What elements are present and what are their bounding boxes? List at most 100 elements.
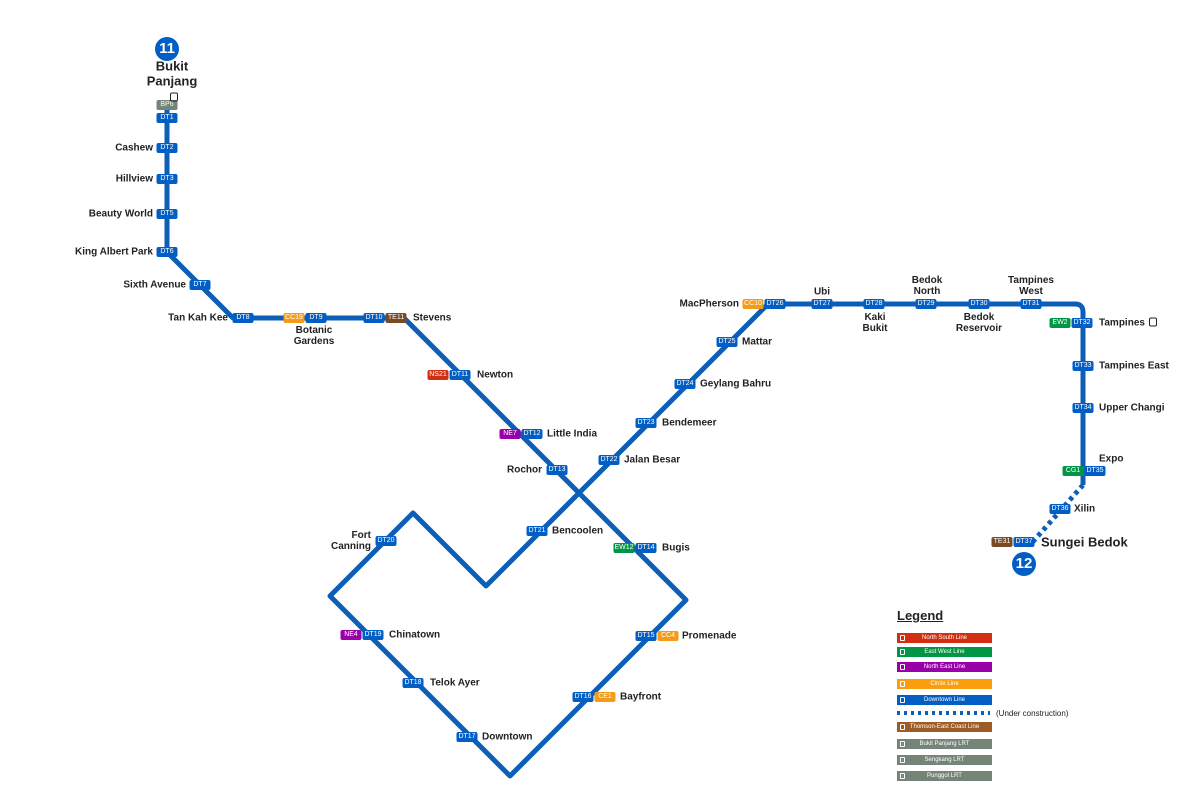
station-code: DT25 bbox=[716, 337, 738, 347]
station-code: DT11 bbox=[449, 370, 471, 380]
station-name: Botanic Gardens bbox=[293, 325, 335, 347]
legend-title: Legend bbox=[897, 608, 944, 623]
station-code: DT5 bbox=[156, 209, 178, 219]
station-code: CC4 bbox=[657, 631, 679, 641]
station-code: TE11 bbox=[385, 313, 407, 323]
station-name: Bugis bbox=[662, 542, 690, 554]
train-icon bbox=[900, 681, 905, 687]
station-code: DT6 bbox=[156, 247, 178, 257]
station-code: DT34 bbox=[1072, 403, 1094, 413]
station-name: Bukit Panjang bbox=[146, 59, 198, 104]
station-code: DT24 bbox=[674, 379, 696, 389]
station-code: CC19 bbox=[283, 313, 305, 323]
station-name: MacPherson bbox=[679, 298, 739, 310]
station-name: Tan Kah Kee bbox=[168, 312, 228, 324]
station-code: DT15 bbox=[635, 631, 657, 641]
station-code: DT30 bbox=[968, 299, 990, 309]
station-code: BP6 bbox=[156, 100, 178, 110]
station-code: DT18 bbox=[402, 678, 424, 688]
train-icon bbox=[900, 635, 905, 641]
station-name: Upper Changi bbox=[1099, 402, 1165, 414]
station-name: Stevens bbox=[413, 312, 452, 324]
station-code: DT13 bbox=[546, 465, 568, 475]
train-icon bbox=[900, 773, 905, 779]
station-name: Bendemeer bbox=[662, 417, 717, 429]
station-name: Little India bbox=[547, 428, 597, 440]
legend-item: North East Line bbox=[897, 662, 992, 672]
station-code: DT31 bbox=[1020, 299, 1042, 309]
station-name: Sungei Bedok bbox=[1041, 534, 1128, 550]
station-name: Cashew bbox=[115, 142, 153, 154]
legend-item: Bukit Panjang LRT bbox=[897, 739, 992, 749]
station-code: CE1 bbox=[594, 692, 616, 702]
station-code: EW2 bbox=[1049, 318, 1071, 328]
station-code: NE7 bbox=[499, 429, 521, 439]
station-name: Expo bbox=[1099, 453, 1124, 465]
bus-icon bbox=[1148, 317, 1157, 327]
station-code: DT21 bbox=[526, 526, 548, 536]
train-icon bbox=[900, 664, 905, 670]
station-code: DT35 bbox=[1084, 466, 1106, 476]
station-code: DT22 bbox=[598, 455, 620, 465]
station-code: DT33 bbox=[1072, 361, 1094, 371]
station-name: Fort Canning bbox=[331, 530, 371, 552]
legend-item: Sengkang LRT bbox=[897, 755, 992, 765]
station-name: Ubi bbox=[813, 286, 831, 298]
train-icon bbox=[900, 757, 905, 763]
legend-item: North South Line bbox=[897, 633, 992, 643]
station-code: DT2 bbox=[156, 143, 178, 153]
legend-item: East West Line bbox=[897, 647, 992, 657]
station-name: Tampines bbox=[1099, 317, 1157, 329]
bus-icon bbox=[170, 92, 178, 102]
legend-item: Circle Line bbox=[897, 679, 992, 689]
station-name: Rochor bbox=[507, 464, 542, 476]
station-code: DT9 bbox=[305, 313, 327, 323]
station-name: Tampines West bbox=[1008, 275, 1054, 297]
station-code: DT23 bbox=[635, 418, 657, 428]
station-name: Jalan Besar bbox=[624, 454, 681, 466]
station-code: DT10 bbox=[363, 313, 385, 323]
station-code: CG1 bbox=[1062, 466, 1084, 476]
line-number: 12 bbox=[1012, 552, 1036, 576]
legend-construction: (Under construction) bbox=[996, 709, 1069, 718]
station-code: TE31 bbox=[991, 537, 1013, 547]
station-name: Geylang Bahru bbox=[700, 378, 772, 390]
station-code: DT16 bbox=[572, 692, 594, 702]
station-name: King Albert Park bbox=[75, 246, 153, 258]
station-code: DT1 bbox=[156, 113, 178, 123]
station-name: Sixth Avenue bbox=[123, 279, 186, 291]
station-code: DT12 bbox=[521, 429, 543, 439]
station-code: DT17 bbox=[456, 732, 478, 742]
station-code: DT20 bbox=[375, 536, 397, 546]
station-name: Promenade bbox=[682, 630, 737, 642]
station-name: Beauty World bbox=[88, 208, 153, 220]
station-code: DT3 bbox=[156, 174, 178, 184]
station-code: DT32 bbox=[1071, 318, 1093, 328]
station-name: Bedok North bbox=[911, 275, 943, 297]
train-icon bbox=[900, 649, 905, 655]
station-code: DT14 bbox=[635, 543, 657, 553]
station-name: Kaki Bukit bbox=[862, 312, 888, 334]
station-name: Bayfront bbox=[620, 691, 662, 703]
station-code: NE4 bbox=[340, 630, 362, 640]
station-code: EW12 bbox=[613, 543, 635, 553]
train-icon bbox=[900, 697, 905, 703]
station-code: DT36 bbox=[1049, 504, 1071, 514]
station-name: Xilin bbox=[1074, 503, 1096, 515]
train-icon bbox=[900, 724, 905, 730]
station-name: Hillview bbox=[115, 173, 153, 185]
station-name: Chinatown bbox=[389, 629, 441, 641]
legend-item: Thomson-East Coast Line bbox=[897, 722, 992, 732]
legend-item: Punggol LRT bbox=[897, 771, 992, 781]
station-name: Mattar bbox=[742, 336, 773, 348]
station-code: NS21 bbox=[427, 370, 449, 380]
station-name: Tampines East bbox=[1099, 360, 1169, 372]
downtown-line bbox=[164, 110, 1086, 779]
station-code: DT26 bbox=[764, 299, 786, 309]
station-code: DT7 bbox=[189, 280, 211, 290]
construction-line bbox=[1028, 483, 1085, 547]
station-code: DT27 bbox=[811, 299, 833, 309]
station-name: Bencoolen bbox=[552, 525, 604, 537]
line-number: 11 bbox=[155, 37, 179, 61]
